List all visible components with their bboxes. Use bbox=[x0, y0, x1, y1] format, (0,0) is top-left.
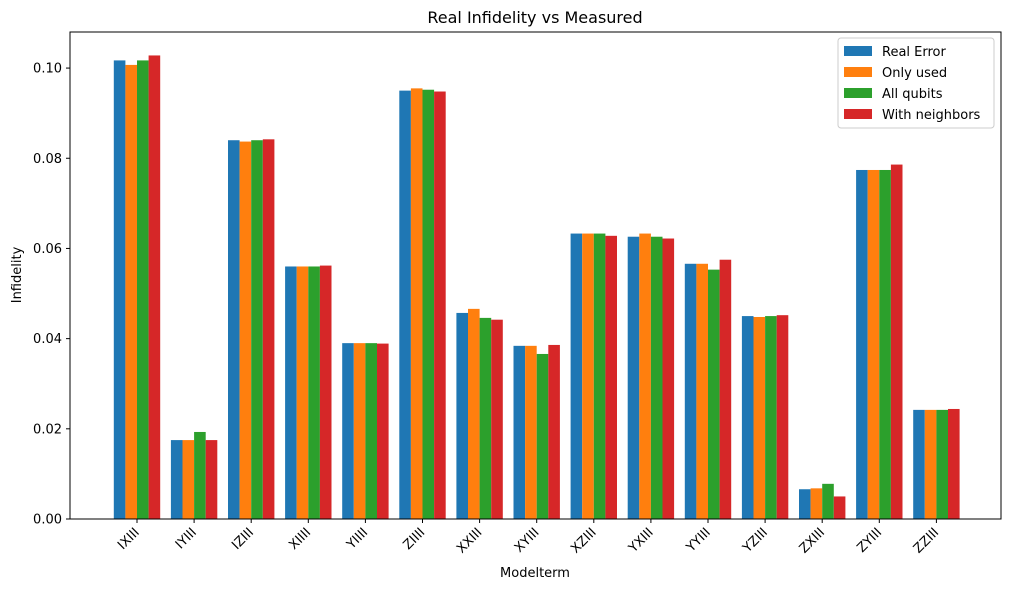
bar-YIIII-only-used bbox=[353, 343, 366, 519]
bar-YZIII-all-qubits bbox=[765, 316, 777, 519]
bar-YXIII-real-error bbox=[627, 236, 640, 519]
bar-IZIII-with-neighbors bbox=[262, 139, 275, 519]
bar-ZXIII-all-qubits bbox=[822, 483, 834, 519]
legend-swatch bbox=[844, 109, 872, 119]
y-axis: 0.00 0.02 0.04 0.06 0.08 0.10 bbox=[33, 62, 70, 528]
y-axis-label: Infidelity bbox=[10, 246, 25, 303]
bar-ZYIII-all-qubits bbox=[879, 169, 891, 520]
bar-YYIII-real-error bbox=[684, 263, 697, 519]
bar-XZIII-all-qubits bbox=[593, 233, 606, 519]
bar-ZIIII-all-qubits bbox=[422, 89, 435, 519]
legend-label: All qubits bbox=[882, 87, 943, 102]
bar-XZIII-only-used bbox=[582, 233, 594, 519]
bar-IYIII-real-error bbox=[170, 440, 183, 519]
y-tick-label: 0.08 bbox=[33, 152, 62, 167]
bar-ZIIII-with-neighbors bbox=[434, 91, 446, 520]
bar-IXIII-all-qubits bbox=[137, 60, 149, 519]
bar-ZXIII-real-error bbox=[799, 489, 811, 519]
bar-ZIIII-only-used bbox=[410, 88, 423, 520]
x-tick-label: XXIII bbox=[454, 525, 485, 556]
bar-IYIII-all-qubits bbox=[194, 431, 206, 519]
y-tick-label: 0.04 bbox=[33, 332, 62, 347]
x-tick-label: YXIII bbox=[625, 525, 656, 556]
bar-IYIII-only-used bbox=[182, 440, 195, 519]
bars bbox=[113, 55, 960, 520]
bar-XYIII-only-used bbox=[525, 345, 537, 519]
x-tick-label: ZZIII bbox=[911, 525, 942, 556]
legend-label: Real Error bbox=[882, 45, 947, 60]
x-tick-label: ZYIII bbox=[854, 525, 885, 556]
bar-IZIII-all-qubits bbox=[251, 140, 263, 519]
bar-XIIII-only-used bbox=[296, 266, 309, 519]
legend-swatch bbox=[844, 88, 872, 98]
bar-XXIII-only-used bbox=[468, 308, 480, 519]
bar-YIIII-all-qubits bbox=[365, 343, 377, 519]
bar-YIIII-with-neighbors bbox=[377, 343, 389, 519]
bar-ZZIII-real-error bbox=[913, 409, 925, 519]
x-tick-label: XZIII bbox=[568, 525, 599, 556]
legend-label: With neighbors bbox=[882, 108, 981, 123]
bar-ZYIII-only-used bbox=[867, 169, 880, 520]
bar-ZYIII-real-error bbox=[856, 169, 868, 520]
bar-ZZIII-all-qubits bbox=[936, 409, 948, 519]
bar-XZIII-with-neighbors bbox=[605, 235, 617, 519]
x-tick-label: IZIII bbox=[229, 525, 257, 553]
bar-XXIII-real-error bbox=[456, 312, 468, 519]
x-tick-label: IYIII bbox=[173, 525, 200, 552]
bar-XZIII-real-error bbox=[570, 233, 583, 519]
bar-YYIII-with-neighbors bbox=[719, 259, 732, 519]
bar-ZYIII-with-neighbors bbox=[890, 164, 903, 519]
bar-IYIII-with-neighbors bbox=[205, 440, 218, 519]
y-tick-label: 0.00 bbox=[33, 513, 62, 528]
x-tick-label: XIIII bbox=[286, 525, 314, 553]
y-tick-label: 0.06 bbox=[33, 242, 62, 257]
x-tick-label: YIIII bbox=[343, 525, 371, 553]
x-tick-label: XYIII bbox=[512, 525, 543, 556]
x-axis-label: Modelterm bbox=[500, 566, 570, 581]
bar-YXIII-only-used bbox=[639, 233, 651, 519]
x-tick-label: YZIII bbox=[740, 525, 771, 556]
bar-IXIII-real-error bbox=[113, 60, 126, 519]
bar-IZIII-real-error bbox=[228, 140, 240, 519]
bar-ZZIII-only-used bbox=[924, 409, 937, 519]
bar-YYIII-only-used bbox=[696, 263, 708, 519]
bar-ZXIII-with-neighbors bbox=[833, 496, 846, 519]
bar-ZZIII-with-neighbors bbox=[948, 408, 960, 519]
bar-YXIII-all-qubits bbox=[650, 236, 663, 519]
x-tick-label: IXIII bbox=[115, 525, 143, 553]
legend-label: Only used bbox=[882, 66, 947, 81]
bar-YZIII-real-error bbox=[741, 316, 754, 519]
bar-XIIII-all-qubits bbox=[308, 266, 320, 519]
plot-frame bbox=[69, 31, 1002, 520]
bar-ZIIII-real-error bbox=[399, 90, 411, 520]
bar-XYIII-real-error bbox=[513, 345, 526, 519]
bar-XXIII-all-qubits bbox=[479, 317, 492, 519]
bar-YXIII-with-neighbors bbox=[662, 238, 675, 519]
bar-IXIII-with-neighbors bbox=[148, 55, 161, 519]
chart-title: Real Infidelity vs Measured bbox=[427, 8, 642, 27]
x-tick-label: ZIIII bbox=[401, 525, 429, 553]
bar-XIIII-with-neighbors bbox=[319, 265, 332, 519]
bar-YZIII-only-used bbox=[753, 316, 766, 519]
bar-IZIII-only-used bbox=[239, 141, 252, 519]
legend: Real Error Only used All qubits With neighb… bbox=[837, 37, 995, 129]
bar-YIIII-real-error bbox=[342, 343, 354, 519]
bar-XIIII-real-error bbox=[285, 266, 297, 519]
x-axis: IXIII IYIII IZIII XIIII YIIII ZIIII XXIII XYIII… bbox=[115, 519, 942, 557]
bar-YZIII-with-neighbors bbox=[776, 315, 789, 519]
y-tick-label: 0.10 bbox=[33, 62, 62, 77]
bar-XYIII-with-neighbors bbox=[548, 344, 560, 519]
legend-swatch bbox=[844, 46, 872, 56]
legend-swatch bbox=[844, 67, 872, 77]
x-tick-label: ZXIII bbox=[797, 525, 828, 556]
legend-box bbox=[837, 37, 995, 129]
bar-IXIII-only-used bbox=[125, 64, 137, 520]
bar-YYIII-all-qubits bbox=[708, 269, 720, 519]
bar-XYIII-all-qubits bbox=[536, 353, 549, 519]
x-tick-label: YYIII bbox=[683, 525, 714, 556]
bar-XXIII-with-neighbors bbox=[491, 319, 503, 519]
bar-ZXIII-only-used bbox=[810, 488, 823, 519]
y-tick-label: 0.02 bbox=[33, 422, 62, 437]
